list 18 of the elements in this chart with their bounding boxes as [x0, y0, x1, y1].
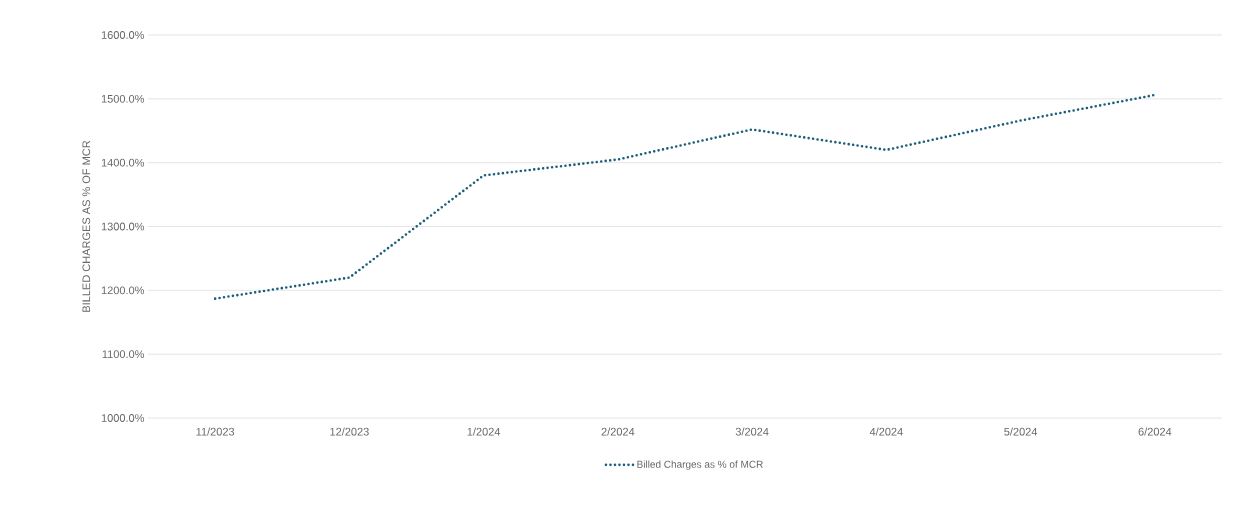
x-tick-label: 4/2024: [869, 427, 903, 436]
y-tick-label: 1200.0%: [101, 286, 145, 295]
y-tick-label: 1500.0%: [101, 94, 145, 103]
x-tick-label: 11/2023: [196, 427, 235, 436]
x-tick-label: 6/2024: [1138, 427, 1172, 436]
y-tick-label: 1400.0%: [101, 158, 145, 167]
y-tick-label: 1000.0%: [101, 414, 145, 422]
x-tick-label: 3/2024: [735, 427, 769, 436]
x-tick-label: 2/2024: [601, 427, 635, 436]
y-axis-title: BILLED CHARGES AS % OF MCR: [82, 140, 91, 312]
x-tick-label: 1/2024: [467, 427, 501, 436]
line-series: [213, 93, 1157, 300]
y-tick-label: 1300.0%: [101, 222, 145, 231]
y-tick-label: 1100.0%: [102, 350, 145, 359]
legend-label: Billed Charges as % of MCR: [637, 460, 763, 470]
x-tick-label: 5/2024: [1004, 427, 1038, 436]
y-tick-label: 1600.0%: [101, 31, 145, 39]
x-tick-label: 12/2023: [330, 427, 369, 436]
